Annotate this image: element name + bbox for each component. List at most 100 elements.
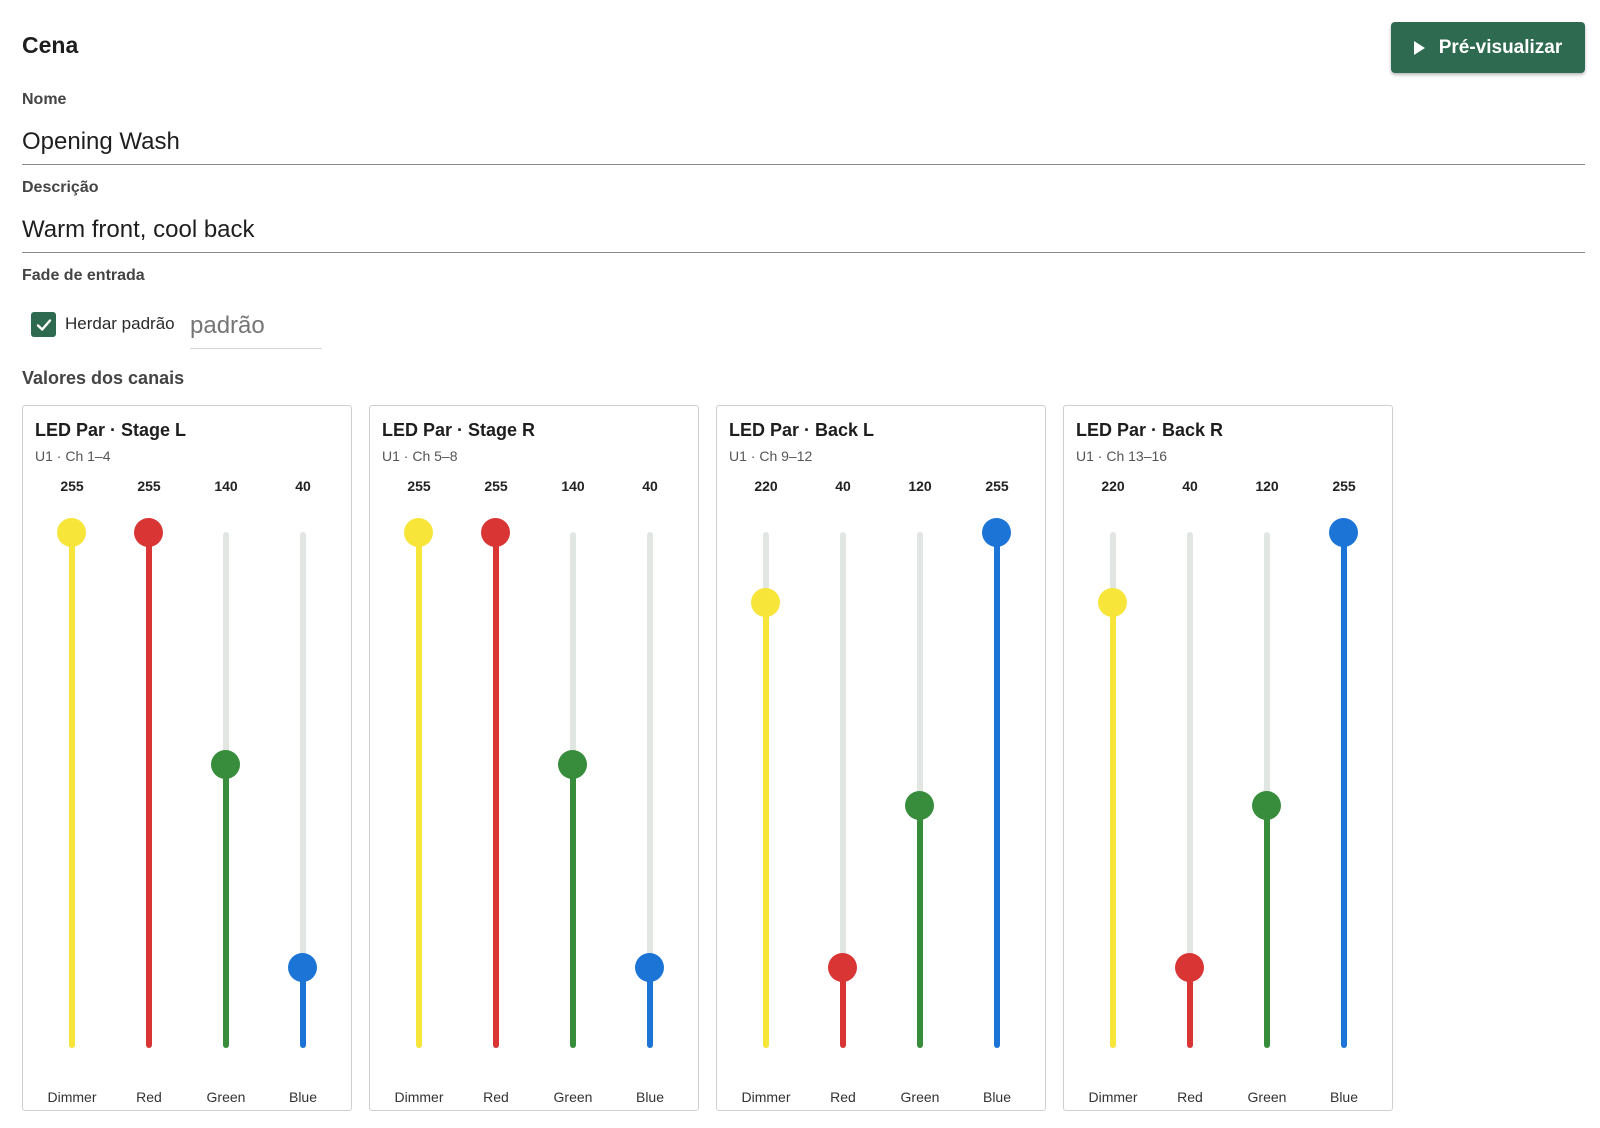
- slider-thumb[interactable]: [1252, 790, 1281, 820]
- slider-thumb[interactable]: [57, 517, 86, 547]
- red-slider[interactable]: [1175, 532, 1205, 1048]
- play-icon: [1413, 40, 1425, 55]
- channel-value: 40: [1182, 478, 1198, 494]
- slider-thumb[interactable]: [134, 517, 163, 547]
- channel-label: Green: [553, 1089, 593, 1105]
- name-label: Nome: [22, 91, 67, 108]
- slider-thumb[interactable]: [905, 790, 934, 820]
- slider-track: [647, 532, 653, 1048]
- green-slider[interactable]: [1252, 532, 1282, 1048]
- inherit-default-label: Herdar padrão: [65, 314, 175, 333]
- name-input[interactable]: [22, 119, 1585, 165]
- dimmer-slider[interactable]: [404, 517, 434, 1048]
- slider-fill: [300, 967, 306, 1048]
- channel-blue: 40 Blue: [620, 406, 680, 1112]
- slider-thumb[interactable]: [288, 952, 317, 982]
- slider-fill: [1187, 967, 1193, 1048]
- channel-label: Blue: [982, 1089, 1012, 1105]
- channel-value: 120: [1255, 478, 1279, 494]
- channel-label: Dimmer: [1088, 1089, 1138, 1105]
- channel-label: Green: [900, 1089, 940, 1105]
- fixture-address: U1 · Ch 5–8: [382, 448, 458, 464]
- fixture-name: LED Par · Stage R: [382, 420, 536, 440]
- green-slider[interactable]: [905, 532, 935, 1048]
- slider-thumb[interactable]: [1175, 952, 1204, 982]
- slider-fill: [994, 532, 1000, 1048]
- slider-fill: [1264, 805, 1270, 1048]
- channel-label: Green: [206, 1089, 246, 1105]
- fixtures-list: LED Par · Stage L U1 · Ch 1–4 255 Dimmer 255…: [22, 405, 1393, 1111]
- channel-label: Blue: [1329, 1089, 1359, 1105]
- slider-thumb[interactable]: [635, 952, 664, 982]
- slider-thumb[interactable]: [828, 952, 857, 982]
- channel-dimmer: 255 Dimmer: [389, 406, 449, 1112]
- channel-value: 255: [985, 478, 1009, 494]
- slider-fill: [416, 532, 422, 1048]
- slider-fill: [493, 532, 499, 1048]
- slider-fill: [840, 967, 846, 1048]
- slider-fill: [647, 967, 653, 1048]
- channel-value: 255: [137, 478, 161, 494]
- slider-thumb[interactable]: [982, 517, 1011, 547]
- channel-label: Dimmer: [47, 1089, 97, 1105]
- red-slider[interactable]: [134, 517, 164, 1048]
- green-slider[interactable]: [211, 532, 241, 1048]
- slider-thumb[interactable]: [404, 517, 433, 547]
- slider-track: [917, 532, 923, 1048]
- slider-thumb[interactable]: [1329, 517, 1358, 547]
- channel-value: 255: [60, 478, 84, 494]
- channel-value: 140: [561, 478, 585, 494]
- slider-track: [300, 532, 306, 1048]
- fixture-address: U1 · Ch 13–16: [1076, 448, 1168, 464]
- red-slider[interactable]: [481, 517, 511, 1048]
- slider-fill: [223, 764, 229, 1048]
- channel-value: 220: [1101, 478, 1125, 494]
- fade-input[interactable]: [190, 303, 322, 349]
- fixture-address: U1 · Ch 9–12: [729, 448, 813, 464]
- channel-green: 140 Green: [543, 406, 603, 1112]
- channel-red: 255 Red: [466, 406, 526, 1112]
- channel-label: Dimmer: [394, 1089, 444, 1105]
- channel-label: Red: [830, 1089, 856, 1105]
- slider-fill: [146, 532, 152, 1048]
- slider-fill: [570, 764, 576, 1048]
- slider-thumb[interactable]: [751, 588, 780, 618]
- channel-value: 40: [835, 478, 851, 494]
- slider-thumb[interactable]: [1098, 588, 1127, 618]
- channel-label: Green: [1247, 1089, 1287, 1105]
- blue-slider[interactable]: [982, 517, 1012, 1048]
- checkmark-icon: [36, 318, 51, 331]
- dimmer-slider[interactable]: [1098, 532, 1128, 1048]
- blue-slider[interactable]: [288, 532, 318, 1048]
- slider-thumb[interactable]: [558, 750, 587, 780]
- fixture-name: LED Par · Back R: [1076, 420, 1224, 440]
- channel-dimmer: 220 Dimmer: [736, 406, 796, 1112]
- dimmer-slider[interactable]: [751, 532, 781, 1048]
- channel-green: 140 Green: [196, 406, 256, 1112]
- inherit-default-checkbox[interactable]: [31, 312, 56, 337]
- channel-dimmer: 220 Dimmer: [1083, 406, 1143, 1112]
- preview-button[interactable]: Pré-visualizar: [1391, 22, 1585, 73]
- green-slider[interactable]: [558, 532, 588, 1048]
- channel-label: Red: [483, 1089, 509, 1105]
- preview-button-label: Pré-visualizar: [1438, 36, 1563, 58]
- channel-label: Dimmer: [741, 1089, 791, 1105]
- channel-value: 220: [754, 478, 778, 494]
- slider-thumb[interactable]: [211, 750, 240, 780]
- dimmer-slider[interactable]: [57, 517, 87, 1048]
- channel-value: 40: [642, 478, 658, 494]
- channel-green: 120 Green: [1237, 406, 1297, 1112]
- blue-slider[interactable]: [635, 532, 665, 1048]
- slider-track: [840, 532, 846, 1048]
- slider-track: [1264, 532, 1270, 1048]
- red-slider[interactable]: [828, 532, 858, 1048]
- fixture-name: LED Par · Stage L: [35, 420, 187, 440]
- description-input[interactable]: [22, 207, 1585, 253]
- slider-thumb[interactable]: [481, 517, 510, 547]
- blue-slider[interactable]: [1329, 517, 1359, 1048]
- channel-blue: 255 Blue: [967, 406, 1027, 1112]
- fixture-address: U1 · Ch 1–4: [35, 448, 111, 464]
- fixture-card: LED Par · Back L U1 · Ch 9–12 220 Dimmer 40 R…: [716, 405, 1046, 1111]
- channel-label: Blue: [635, 1089, 665, 1105]
